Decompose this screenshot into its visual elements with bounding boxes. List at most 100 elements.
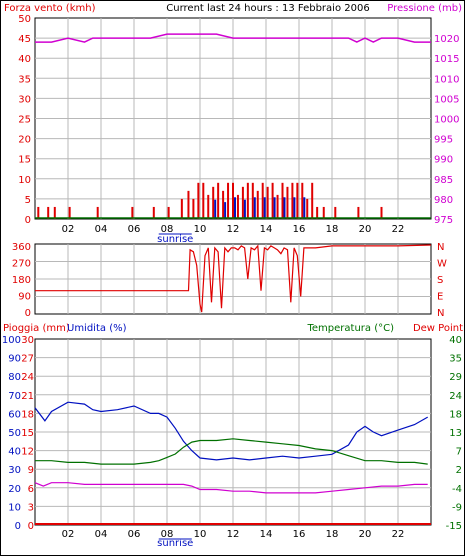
rain-tick-label: 6 — [28, 484, 34, 495]
compass-tick-label: N — [437, 242, 444, 253]
rain-tick-label: 15 — [21, 428, 34, 439]
wind-x-tick-label: 18 — [326, 224, 339, 235]
pressure-tick-label: 1000 — [434, 115, 459, 126]
wind-direction-line — [35, 244, 432, 313]
humidity-tick-label: 70 — [8, 391, 21, 402]
wind-x-tick-label: 06 — [128, 224, 141, 235]
wind-x-tick-label: 14 — [260, 224, 273, 235]
direction-tick-label: 180 — [12, 275, 31, 286]
wind-x-tick-label: 20 — [359, 224, 372, 235]
rain-tick-label: 3 — [28, 502, 34, 513]
compass-tick-label: S — [437, 275, 443, 286]
compass-tick-label: W — [437, 259, 447, 270]
humidity-tick-label: 0 — [15, 521, 21, 532]
compass-tick-label: E — [437, 292, 443, 303]
direction-tick-label: 270 — [12, 259, 31, 270]
pressure-tick-label: 1015 — [434, 54, 459, 65]
climate-x-tick-label: 16 — [293, 529, 306, 540]
humidity-tick-label: 100 — [2, 335, 21, 346]
pressure-tick-label: 975 — [434, 215, 453, 226]
temperature-tick-label: 13 — [449, 428, 462, 439]
temperature-tick-label: -4 — [452, 484, 462, 495]
temperature-tick-label: -9 — [452, 502, 462, 513]
pressure-tick-label: 980 — [434, 195, 453, 206]
pressure-axis-label: Pressione (mb) — [387, 3, 462, 14]
climate-x-tick-label: 04 — [95, 529, 108, 540]
climate-x-tick-label: 22 — [392, 529, 405, 540]
wind-speed-axis-label: Forza vento (kmh) — [4, 3, 96, 14]
climate-x-tick-label: 20 — [359, 529, 372, 540]
pressure-tick-label: 1005 — [434, 94, 459, 105]
wind-x-tick-label: 12 — [227, 224, 240, 235]
climate-x-tick-label: 06 — [128, 529, 141, 540]
wind-x-tick-label: 04 — [95, 224, 108, 235]
wind-speed-tick-label: 35 — [18, 74, 31, 85]
rain-tick-label: 12 — [21, 447, 34, 458]
wind-x-tick-label: 08 — [161, 224, 174, 235]
wind-x-tick-label: 02 — [62, 224, 75, 235]
temperature-tick-label: 2 — [456, 465, 462, 476]
pressure-tick-label: 1010 — [434, 74, 459, 85]
humidity-tick-label: 30 — [8, 465, 21, 476]
rain-tick-label: 27 — [21, 354, 34, 365]
humidity-tick-label: 20 — [8, 484, 21, 495]
temperature-tick-label: 40 — [449, 335, 462, 346]
wind-speed-tick-label: 10 — [18, 175, 31, 186]
chart-title: Current last 24 hours : 13 Febbraio 2006 — [166, 3, 369, 14]
wind-speed-tick-label: 45 — [18, 34, 31, 45]
pressure-tick-label: 1020 — [434, 34, 459, 45]
climate-x-tick-label: 10 — [194, 529, 207, 540]
temperature-tick-label: -15 — [446, 521, 462, 532]
rain-tick-label: 21 — [21, 391, 34, 402]
temperature-tick-label: 18 — [449, 409, 462, 420]
pressure-tick-label: 990 — [434, 155, 453, 166]
wind-speed-tick-label: 15 — [18, 155, 31, 166]
temperature-tick-label: 29 — [449, 372, 462, 383]
humidity-axis-label: Umidita (%) — [67, 323, 127, 334]
climate-x-tick-label: 02 — [62, 529, 75, 540]
pressure-line — [35, 33, 431, 43]
wind-pressure-panel: 0510152025303540455097598098599099510001… — [18, 14, 459, 245]
rain-tick-label: 18 — [21, 409, 34, 420]
pressure-tick-label: 985 — [434, 175, 453, 186]
humidity-tick-label: 10 — [8, 502, 21, 513]
dew-point-line — [34, 482, 428, 494]
compass-tick-label: N — [437, 308, 444, 319]
wind-x-tick-label: 10 — [194, 224, 207, 235]
rain-tick-label: 24 — [21, 372, 34, 383]
temperature-tick-label: 35 — [449, 354, 462, 365]
pressure-tick-label: 995 — [434, 135, 453, 146]
direction-tick-label: 360 — [12, 242, 31, 253]
humidity-tick-label: 80 — [8, 372, 21, 383]
temperature-tick-label: 7 — [456, 447, 462, 458]
direction-tick-label: 0 — [25, 308, 31, 319]
wind-speed-tick-label: 40 — [18, 54, 31, 65]
wind-speed-tick-label: 50 — [18, 14, 31, 25]
direction-tick-label: 90 — [18, 292, 31, 303]
wind-speed-tick-label: 0 — [25, 215, 31, 226]
temperature-line — [35, 438, 428, 465]
dew-point-axis-label: Dew Point — [413, 323, 463, 334]
humidity-tick-label: 40 — [8, 447, 21, 458]
humidity-tick-label: 60 — [8, 409, 21, 420]
climate-x-tick-label: 18 — [326, 529, 339, 540]
sunrise-label: sunrise — [157, 234, 193, 245]
rain-tick-label: 9 — [28, 465, 34, 476]
climate-x-tick-label: 14 — [260, 529, 273, 540]
rain-axis-label: Pioggia (mm) — [3, 323, 70, 334]
wind-x-tick-label: 22 — [392, 224, 405, 235]
climate-x-tick-label: 08 — [161, 529, 174, 540]
sunrise-label-bottom: sunrise — [157, 538, 193, 549]
temperature-axis-label: Temperatura (°C) — [306, 323, 394, 334]
wind-x-tick-label: 16 — [293, 224, 306, 235]
wind-speed-tick-label: 20 — [18, 135, 31, 146]
wind-speed-tick-label: 30 — [18, 94, 31, 105]
rain-humidity-temperature-panel: 0102030405060708090100036912151821242730… — [2, 335, 462, 549]
rain-tick-label: 0 — [28, 521, 34, 532]
wind-speed-tick-label: 5 — [25, 195, 31, 206]
humidity-tick-label: 90 — [8, 354, 21, 365]
wind-speed-tick-label: 25 — [18, 115, 31, 126]
